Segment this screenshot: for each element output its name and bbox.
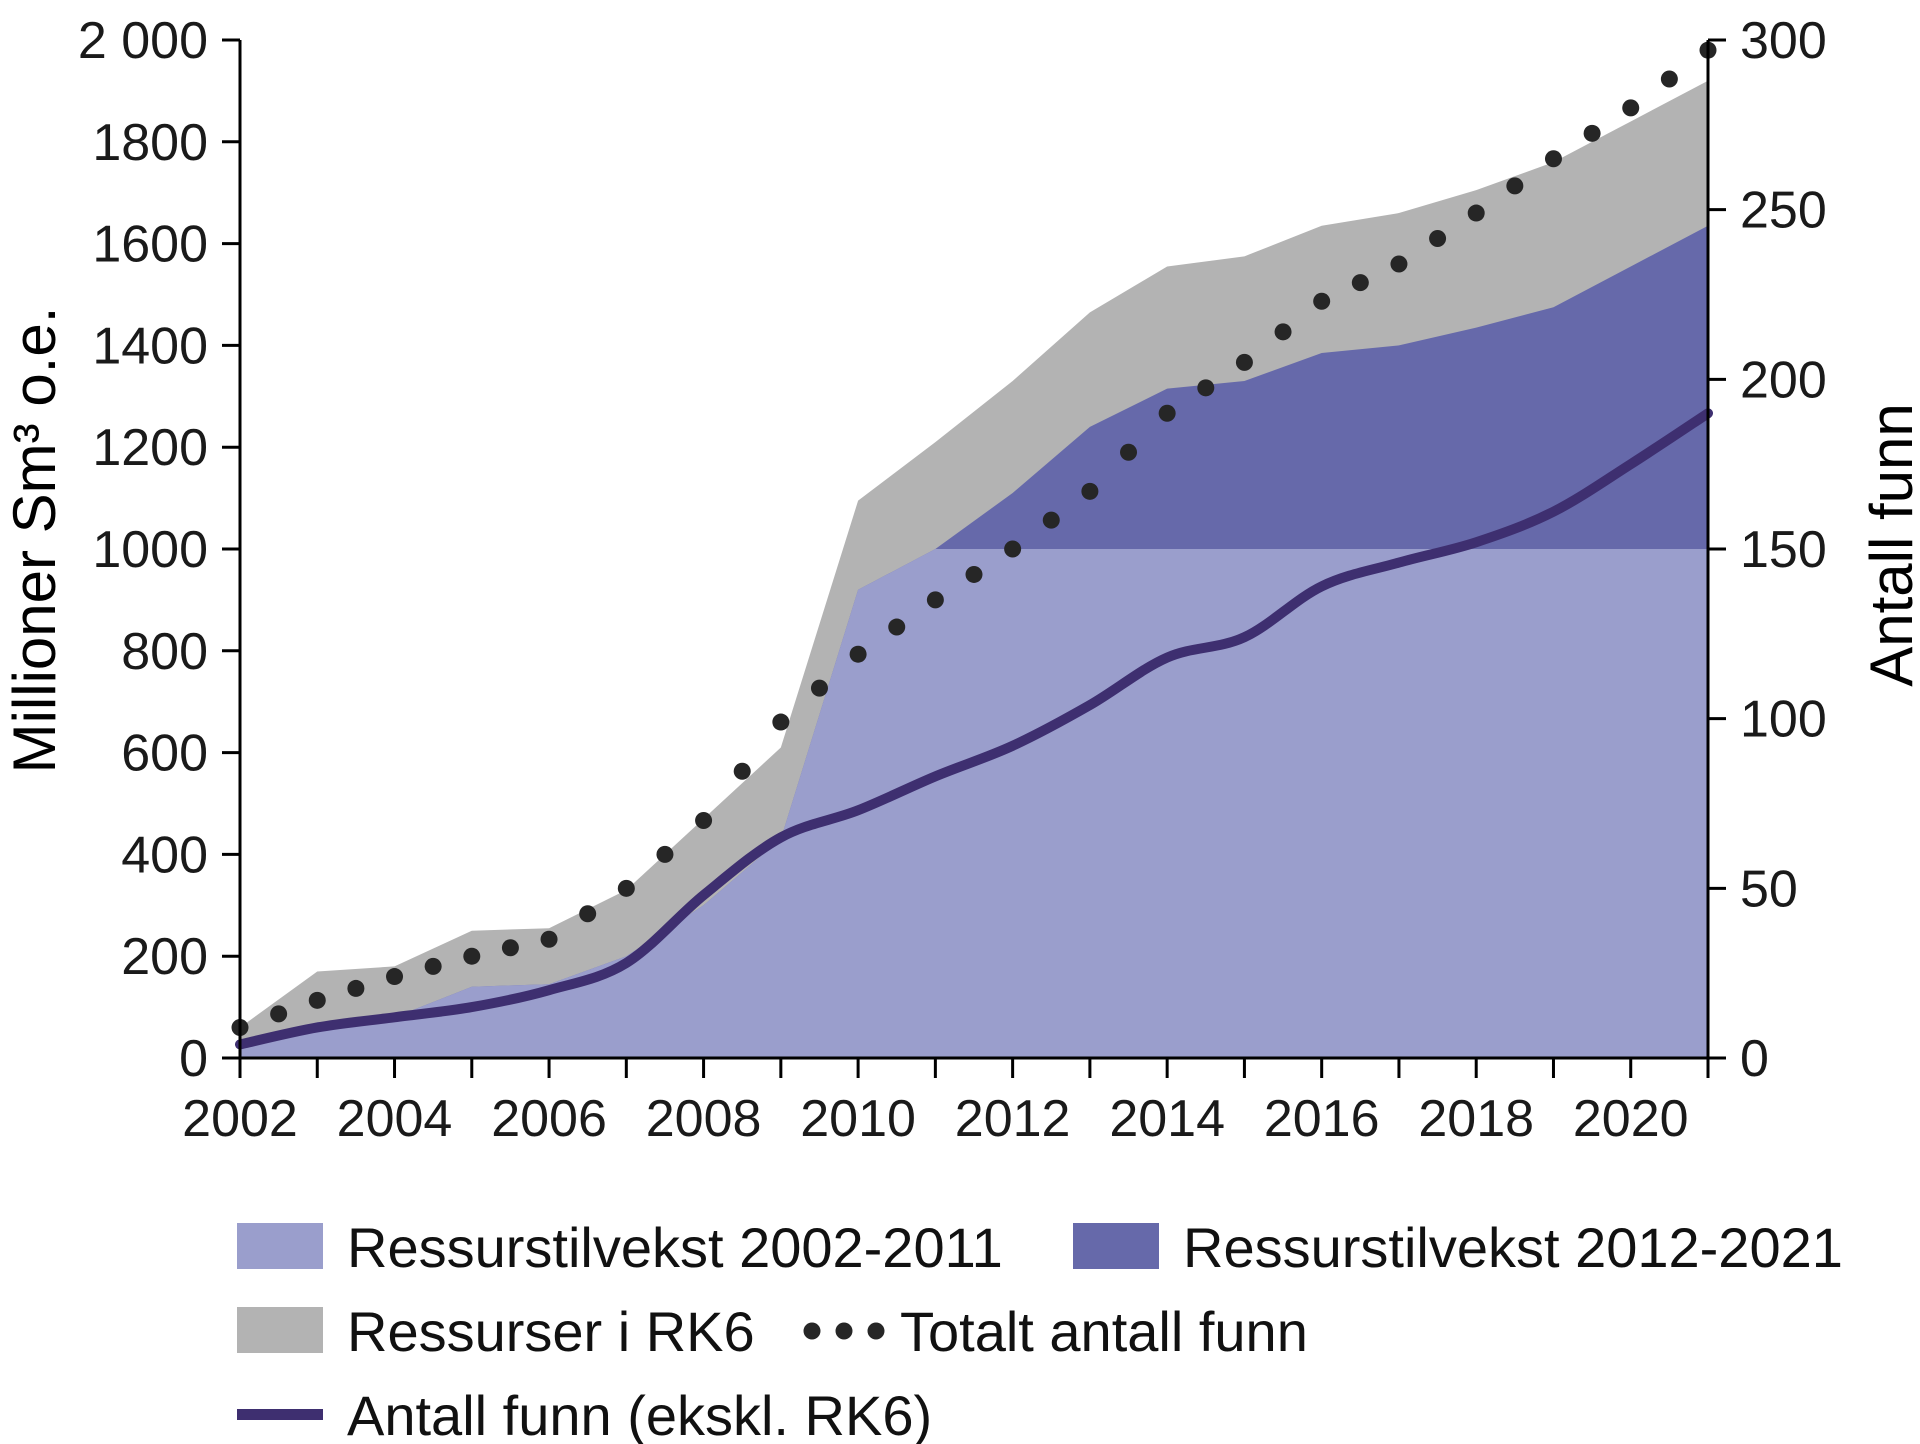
point-totalt-antall-funn bbox=[1544, 150, 1562, 168]
legend-swatch-dot bbox=[803, 1322, 821, 1340]
legend-label: Ressurser i RK6 bbox=[347, 1300, 755, 1363]
point-totalt-antall-funn bbox=[270, 1005, 288, 1023]
point-totalt-antall-funn bbox=[617, 879, 635, 897]
x-tick-label: 2014 bbox=[1109, 1090, 1225, 1148]
legend-item-antall-funn-ekskl-rk6: Antall funn (ekskl. RK6) bbox=[237, 1384, 932, 1444]
point-totalt-antall-funn bbox=[1120, 443, 1138, 461]
x-tick-label: 2002 bbox=[182, 1090, 298, 1148]
point-totalt-antall-funn bbox=[424, 957, 442, 975]
left-tick-label: 0 bbox=[179, 1030, 208, 1088]
right-tick-label: 250 bbox=[1740, 182, 1827, 240]
left-tick-label: 1400 bbox=[92, 317, 208, 375]
left-tick-label: 1600 bbox=[92, 216, 208, 274]
x-tick-label: 2008 bbox=[646, 1090, 762, 1148]
legend-swatch bbox=[1073, 1223, 1159, 1269]
legend-label: Antall funn (ekskl. RK6) bbox=[347, 1384, 932, 1444]
legend-item-ressurser-i-rk6: Ressurser i RK6 bbox=[237, 1300, 755, 1363]
point-totalt-antall-funn bbox=[810, 679, 828, 697]
point-totalt-antall-funn bbox=[695, 811, 713, 829]
point-totalt-antall-funn bbox=[1158, 404, 1176, 422]
point-totalt-antall-funn bbox=[965, 565, 983, 583]
x-tick-label: 2020 bbox=[1573, 1090, 1689, 1148]
left-tick-label: 200 bbox=[121, 928, 208, 986]
point-totalt-antall-funn bbox=[540, 930, 558, 948]
legend-swatch bbox=[237, 1223, 323, 1269]
legend-swatch-dot bbox=[867, 1322, 885, 1340]
area-ressurstilvekst-2002-2011 bbox=[240, 549, 1708, 1058]
left-tick-label: 600 bbox=[121, 725, 208, 783]
x-tick-label: 2016 bbox=[1264, 1090, 1380, 1148]
left-axis-title: Millioner Sm³ o.e. bbox=[1, 307, 68, 774]
chart-axes: 0 200 400 600 800 1000 1200 1400 1600 1800 2 000 0 5… bbox=[78, 12, 1827, 1148]
left-tick-label: 2 000 bbox=[78, 12, 208, 70]
legend-label: Totalt antall funn bbox=[900, 1300, 1308, 1363]
left-tick-label: 1800 bbox=[92, 114, 208, 172]
legend-label: Ressurstilvekst 2002-2011 bbox=[347, 1216, 1003, 1279]
x-tick-label: 2012 bbox=[955, 1090, 1071, 1148]
point-totalt-antall-funn bbox=[308, 991, 326, 1009]
point-totalt-antall-funn bbox=[1274, 323, 1292, 341]
point-totalt-antall-funn bbox=[463, 947, 481, 965]
point-totalt-antall-funn bbox=[926, 591, 944, 609]
point-totalt-antall-funn bbox=[1622, 99, 1640, 117]
point-totalt-antall-funn bbox=[1583, 124, 1601, 142]
point-totalt-antall-funn bbox=[1081, 482, 1099, 500]
left-tick-label: 1200 bbox=[92, 419, 208, 477]
legend: Ressurstilvekst 2002-2011 Ressurstilvekst… bbox=[237, 1216, 1843, 1444]
right-tick-label: 0 bbox=[1740, 1030, 1769, 1088]
point-totalt-antall-funn bbox=[1197, 379, 1215, 397]
x-tick-label: 2018 bbox=[1418, 1090, 1534, 1148]
chart-lines bbox=[231, 41, 1717, 1050]
right-axis-title: Antall funn bbox=[1858, 403, 1920, 687]
right-tick-label: 100 bbox=[1740, 691, 1827, 749]
dotted-totalt-antall-funn bbox=[231, 41, 1717, 1036]
point-totalt-antall-funn bbox=[1235, 353, 1253, 371]
point-totalt-antall-funn bbox=[1506, 177, 1524, 195]
left-tick-label: 800 bbox=[121, 623, 208, 681]
point-totalt-antall-funn bbox=[386, 968, 404, 986]
point-totalt-antall-funn bbox=[501, 939, 519, 957]
legend-item-totalt-antall-funn: Totalt antall funn bbox=[803, 1300, 1308, 1363]
left-tick-label: 400 bbox=[121, 826, 208, 884]
point-totalt-antall-funn bbox=[347, 979, 365, 997]
point-totalt-antall-funn bbox=[1313, 292, 1331, 310]
legend-swatch bbox=[237, 1307, 323, 1353]
point-totalt-antall-funn bbox=[772, 713, 790, 731]
point-totalt-antall-funn bbox=[656, 845, 674, 863]
point-totalt-antall-funn bbox=[1660, 70, 1678, 88]
x-tick-label: 2010 bbox=[800, 1090, 916, 1148]
point-totalt-antall-funn bbox=[1004, 540, 1022, 558]
legend-item-ressurstilvekst-2002-2011: Ressurstilvekst 2002-2011 bbox=[237, 1216, 1003, 1279]
point-totalt-antall-funn bbox=[733, 762, 751, 780]
point-totalt-antall-funn bbox=[579, 905, 597, 923]
point-totalt-antall-funn bbox=[1351, 274, 1369, 292]
x-tick-label: 2004 bbox=[337, 1090, 453, 1148]
legend-label: Ressurstilvekst 2012-2021 bbox=[1183, 1216, 1843, 1279]
point-totalt-antall-funn bbox=[1467, 204, 1485, 222]
right-tick-label: 200 bbox=[1740, 351, 1827, 409]
point-totalt-antall-funn bbox=[1390, 255, 1408, 273]
point-totalt-antall-funn bbox=[849, 645, 867, 663]
point-totalt-antall-funn bbox=[1042, 511, 1060, 529]
legend-item-ressurstilvekst-2012-2021: Ressurstilvekst 2012-2021 bbox=[1073, 1216, 1843, 1279]
left-tick-label: 1000 bbox=[92, 521, 208, 579]
legend-swatch bbox=[237, 1409, 323, 1420]
legend-swatch-dot bbox=[835, 1322, 853, 1340]
right-tick-label: 150 bbox=[1740, 521, 1827, 579]
point-totalt-antall-funn bbox=[1429, 230, 1447, 248]
point-totalt-antall-funn bbox=[888, 618, 906, 636]
x-tick-label: 2006 bbox=[491, 1090, 607, 1148]
right-tick-label: 50 bbox=[1740, 860, 1798, 918]
right-tick-label: 300 bbox=[1740, 12, 1827, 70]
line-antall-funn-ekskl-rk6 bbox=[235, 408, 1713, 1050]
